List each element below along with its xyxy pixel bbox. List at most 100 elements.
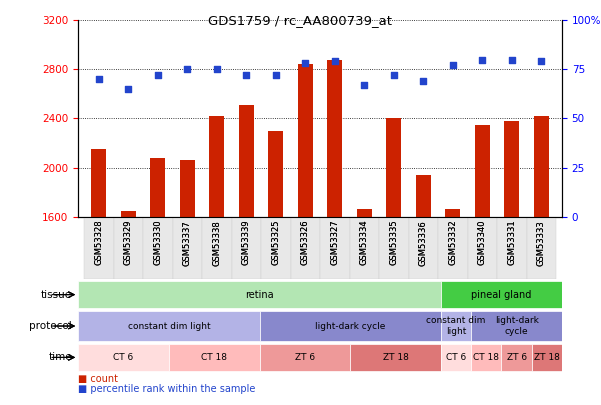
Bar bbox=[231, 20, 261, 217]
Bar bbox=[475, 125, 490, 405]
Bar bbox=[91, 149, 106, 405]
Bar bbox=[78, 311, 260, 341]
Bar bbox=[84, 217, 114, 279]
Bar bbox=[114, 217, 143, 279]
Bar bbox=[468, 20, 497, 217]
Bar bbox=[386, 119, 401, 405]
Text: GDS1759 / rc_AA800739_at: GDS1759 / rc_AA800739_at bbox=[209, 14, 392, 27]
Bar bbox=[231, 217, 261, 279]
Text: GSM53338: GSM53338 bbox=[212, 220, 221, 266]
Text: GSM53333: GSM53333 bbox=[537, 220, 546, 266]
Bar bbox=[350, 217, 379, 279]
Bar bbox=[260, 311, 441, 341]
Point bbox=[448, 62, 457, 69]
Text: GSM53335: GSM53335 bbox=[389, 220, 398, 265]
Text: GSM53335: GSM53335 bbox=[389, 220, 398, 265]
Text: GSM53331: GSM53331 bbox=[507, 220, 516, 265]
Bar bbox=[143, 217, 172, 279]
Point bbox=[242, 72, 251, 79]
Point bbox=[359, 82, 369, 88]
Text: GSM53340: GSM53340 bbox=[478, 220, 487, 265]
Text: GSM53325: GSM53325 bbox=[271, 220, 280, 265]
Bar bbox=[320, 20, 350, 217]
Text: CT 6: CT 6 bbox=[446, 353, 466, 362]
Text: GSM53328: GSM53328 bbox=[94, 220, 103, 265]
Bar bbox=[172, 217, 202, 279]
Bar bbox=[379, 20, 409, 217]
Text: GSM53339: GSM53339 bbox=[242, 220, 251, 265]
Text: GSM53329: GSM53329 bbox=[124, 220, 133, 265]
Bar bbox=[84, 20, 114, 217]
Point bbox=[271, 72, 281, 79]
Text: GSM53332: GSM53332 bbox=[448, 220, 457, 265]
Bar bbox=[526, 217, 556, 279]
Bar bbox=[78, 281, 441, 308]
Text: constant dim
light: constant dim light bbox=[427, 316, 486, 336]
Bar bbox=[143, 20, 172, 217]
Point bbox=[212, 66, 222, 72]
Bar bbox=[501, 344, 532, 371]
Text: GSM53338: GSM53338 bbox=[212, 220, 221, 266]
Text: constant dim light: constant dim light bbox=[127, 322, 210, 330]
Bar bbox=[468, 217, 497, 279]
Bar bbox=[497, 20, 526, 217]
Bar bbox=[172, 20, 202, 217]
Point bbox=[477, 56, 487, 63]
Point bbox=[94, 76, 103, 83]
Bar bbox=[180, 160, 195, 405]
Text: GSM53330: GSM53330 bbox=[153, 220, 162, 265]
Bar bbox=[379, 217, 409, 279]
Point bbox=[418, 78, 428, 84]
Text: GSM53329: GSM53329 bbox=[124, 220, 133, 265]
Text: light-dark
cycle: light-dark cycle bbox=[495, 316, 538, 336]
Point bbox=[507, 56, 517, 63]
Point bbox=[123, 86, 133, 92]
Text: GSM53327: GSM53327 bbox=[331, 220, 340, 265]
Bar bbox=[441, 311, 471, 341]
Bar bbox=[471, 344, 501, 371]
Point bbox=[330, 58, 340, 65]
Text: GSM53339: GSM53339 bbox=[242, 220, 251, 265]
Text: ZT 6: ZT 6 bbox=[507, 353, 526, 362]
Bar bbox=[504, 121, 519, 405]
Bar bbox=[532, 344, 562, 371]
Text: ■ count: ■ count bbox=[78, 374, 118, 384]
Bar bbox=[261, 20, 290, 217]
Text: tissue: tissue bbox=[41, 290, 72, 300]
Bar bbox=[526, 20, 556, 217]
Bar bbox=[320, 217, 350, 279]
Bar bbox=[357, 209, 371, 405]
Bar bbox=[298, 64, 313, 405]
Text: GSM53330: GSM53330 bbox=[153, 220, 162, 265]
Point bbox=[537, 58, 546, 65]
Bar bbox=[441, 344, 471, 371]
Bar bbox=[78, 344, 169, 371]
Bar bbox=[438, 20, 468, 217]
Text: ■ percentile rank within the sample: ■ percentile rank within the sample bbox=[78, 384, 255, 394]
Text: GSM53340: GSM53340 bbox=[478, 220, 487, 265]
Bar bbox=[416, 175, 431, 405]
Text: ZT 6: ZT 6 bbox=[295, 353, 315, 362]
Point bbox=[389, 72, 398, 79]
Text: GSM53334: GSM53334 bbox=[360, 220, 369, 265]
Text: GSM53337: GSM53337 bbox=[183, 220, 192, 266]
Text: GSM53336: GSM53336 bbox=[419, 220, 428, 266]
Text: time: time bbox=[49, 352, 72, 362]
Bar bbox=[269, 131, 283, 405]
Bar bbox=[471, 311, 562, 341]
Text: GSM53332: GSM53332 bbox=[448, 220, 457, 265]
Point bbox=[153, 72, 163, 79]
Text: GSM53333: GSM53333 bbox=[537, 220, 546, 266]
Text: pineal gland: pineal gland bbox=[471, 290, 532, 300]
Bar bbox=[202, 217, 231, 279]
Bar bbox=[350, 344, 441, 371]
Bar bbox=[445, 209, 460, 405]
Text: GSM53326: GSM53326 bbox=[300, 220, 310, 265]
Bar bbox=[239, 105, 254, 405]
Bar bbox=[121, 211, 136, 405]
Text: light-dark cycle: light-dark cycle bbox=[315, 322, 385, 330]
Text: protocol: protocol bbox=[29, 321, 72, 331]
Text: GSM53331: GSM53331 bbox=[507, 220, 516, 265]
Bar bbox=[290, 217, 320, 279]
Text: GSM53327: GSM53327 bbox=[331, 220, 340, 265]
